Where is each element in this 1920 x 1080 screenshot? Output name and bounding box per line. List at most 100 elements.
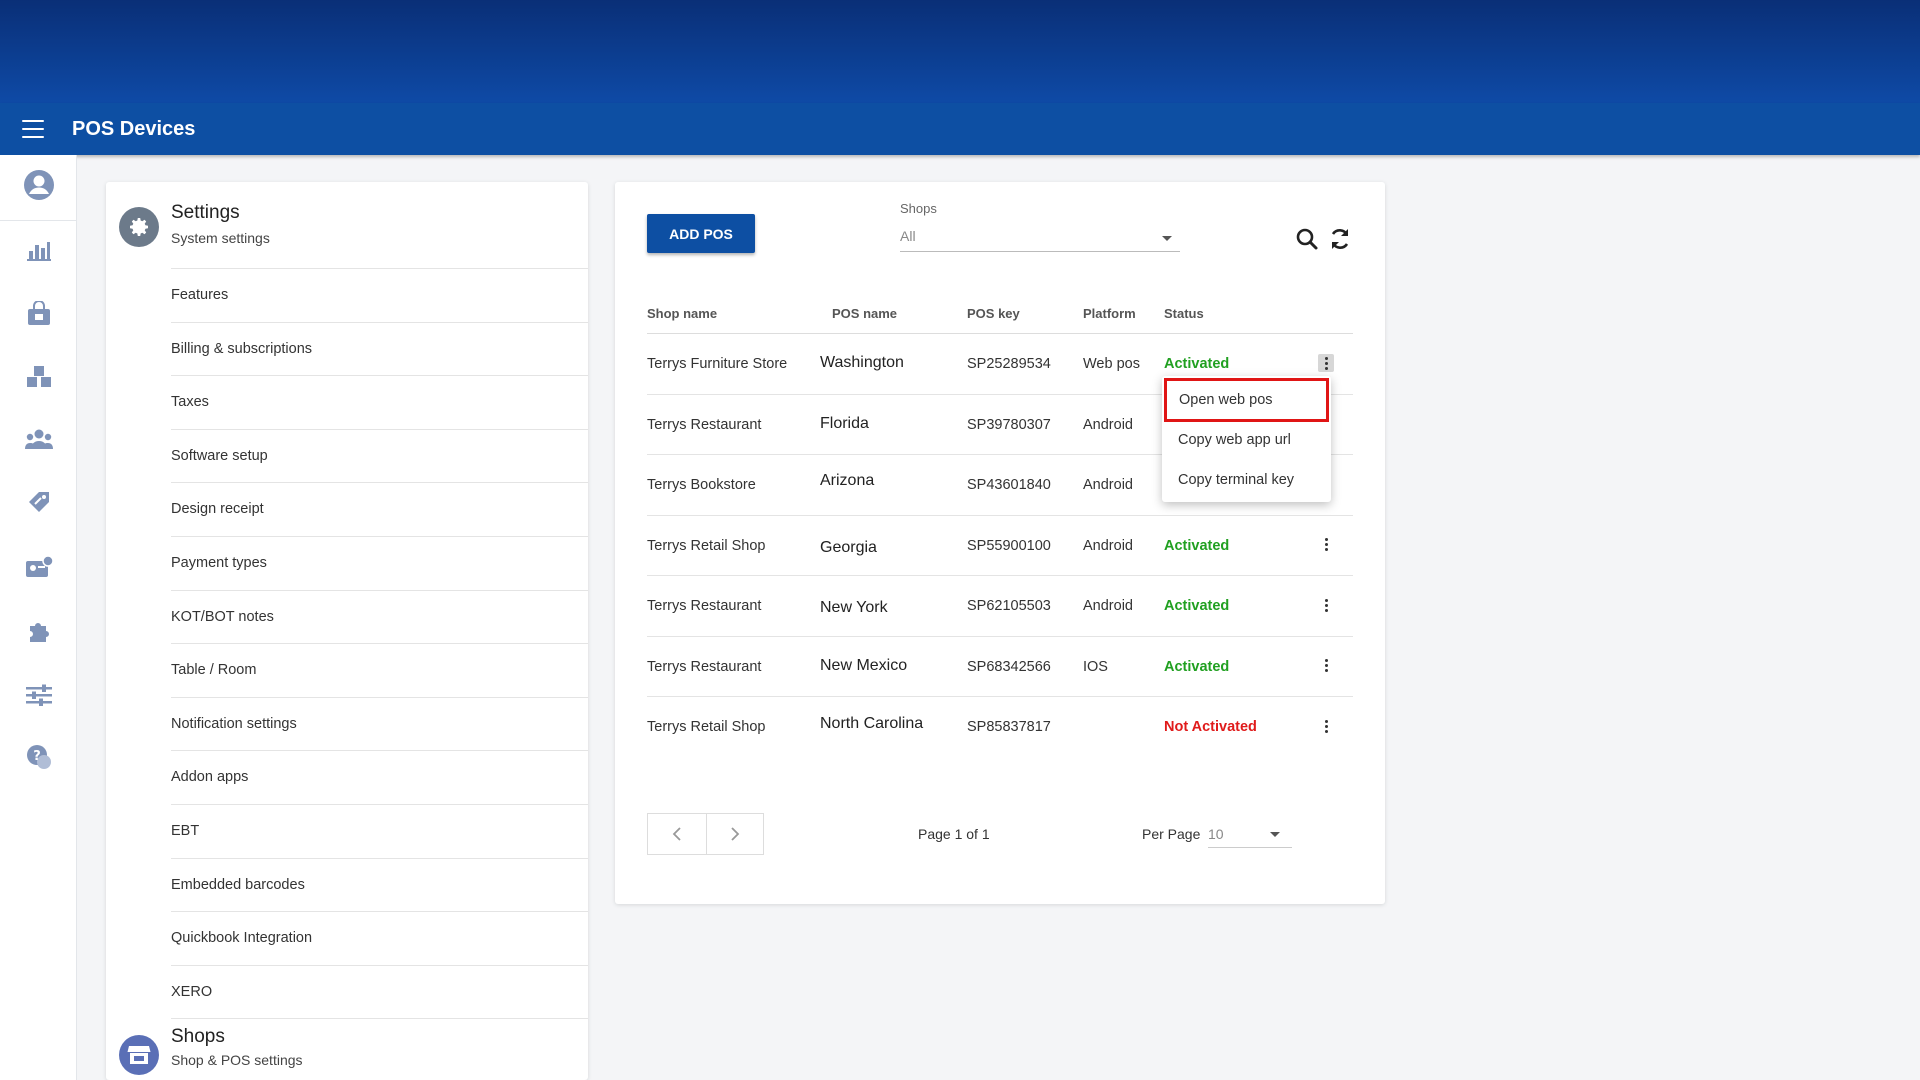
settings-subtitle: System settings xyxy=(171,230,270,246)
pagination-controls xyxy=(647,813,764,855)
more-options-icon[interactable] xyxy=(1316,653,1336,679)
cell-shop: Terrys Restaurant xyxy=(647,598,762,614)
menu-item-addon-apps[interactable]: Addon apps xyxy=(171,750,588,804)
menu-item-ebt[interactable]: EBT xyxy=(171,803,588,858)
settings-header[interactable]: Settings System settings xyxy=(106,182,588,268)
addons-icon[interactable] xyxy=(0,609,77,653)
more-options-icon[interactable] xyxy=(1316,532,1336,558)
table-row[interactable]: Terrys Restaurant New York SP62105503 An… xyxy=(647,576,1353,637)
per-page-select[interactable]: 10 xyxy=(1208,820,1292,848)
cell-pos: Georgia xyxy=(820,538,877,556)
chart-icon[interactable] xyxy=(0,228,77,272)
user-icon[interactable] xyxy=(0,163,77,207)
open-web-pos-item[interactable]: Open web pos xyxy=(1164,378,1329,422)
settings-menu: Features Billing & subscriptions Taxes S… xyxy=(171,268,588,1020)
customers-icon[interactable] xyxy=(0,417,77,461)
status-badge: Activated xyxy=(1164,598,1230,614)
col-pos-key[interactable]: POS key xyxy=(967,306,1020,321)
cell-platform: Android xyxy=(1083,537,1133,554)
menu-item-table-room[interactable]: Table / Room xyxy=(171,643,588,697)
cell-key: SP85837817 xyxy=(967,719,1051,735)
shops-filter-value: All xyxy=(900,228,916,244)
menu-item-billing[interactable]: Billing & subscriptions xyxy=(171,321,588,376)
more-options-icon[interactable] xyxy=(1316,592,1336,618)
table-row[interactable]: Terrys Retail Shop Georgia SP55900100 An… xyxy=(647,516,1353,576)
cell-shop: Terrys Retail Shop xyxy=(647,537,766,554)
refresh-icon[interactable] xyxy=(1327,226,1353,252)
settings-sliders-icon[interactable] xyxy=(0,673,77,717)
chevron-down-icon xyxy=(1270,832,1280,837)
svg-text:?: ? xyxy=(33,749,41,764)
cell-pos: North Carolina xyxy=(820,715,924,732)
cell-pos: Washington xyxy=(820,354,904,371)
cell-platform: Android xyxy=(1083,416,1133,433)
shops-subtitle: Shop & POS settings xyxy=(171,1052,303,1068)
table-row[interactable]: Terrys Bookstore Arizona SP43601840 Andr… xyxy=(647,455,1353,516)
menu-item-xero[interactable]: XERO xyxy=(171,964,588,1019)
row-actions-menu: Open web pos Copy web app url Copy termi… xyxy=(1162,376,1331,502)
copy-web-app-url-item[interactable]: Copy web app url xyxy=(1178,432,1291,448)
col-shop-name[interactable]: Shop name xyxy=(647,306,718,321)
menu-item-features[interactable]: Features xyxy=(171,268,588,322)
menu-item-notification-settings[interactable]: Notification settings xyxy=(171,696,588,751)
promotions-icon[interactable] xyxy=(0,480,77,524)
shops-filter-label: Shops xyxy=(900,201,937,216)
menu-item-quickbook[interactable]: Quickbook Integration xyxy=(171,911,588,965)
table-row[interactable]: Terrys Furniture Store Washington SP2528… xyxy=(647,334,1353,395)
cell-key: SP55900100 xyxy=(967,537,1051,554)
inventory-icon[interactable] xyxy=(0,355,77,399)
cell-key: SP25289534 xyxy=(967,356,1051,372)
status-badge: Activated xyxy=(1164,356,1230,372)
add-pos-button[interactable]: ADD POS xyxy=(647,214,755,253)
menu-item-payment-types[interactable]: Payment types xyxy=(171,535,588,590)
table-row[interactable]: Terrys Restaurant New Mexico SP68342566 … xyxy=(647,637,1353,697)
pos-table: Shop name POS name POS key Platform Stat… xyxy=(647,294,1353,758)
more-options-icon[interactable] xyxy=(1316,713,1336,739)
more-options-icon[interactable] xyxy=(1318,354,1334,372)
per-page-value: 10 xyxy=(1208,826,1224,842)
top-banner xyxy=(0,0,1920,103)
cell-shop: Terrys Furniture Store xyxy=(647,356,788,372)
cell-shop: Terrys Restaurant xyxy=(647,658,762,675)
menu-divider xyxy=(171,1018,588,1020)
search-icon[interactable] xyxy=(1294,226,1320,252)
cell-pos: New York xyxy=(820,599,888,616)
shops-title: Shops xyxy=(171,1026,225,1047)
menu-item-taxes[interactable]: Taxes xyxy=(171,375,588,429)
menu-item-kot-bot-notes[interactable]: KOT/BOT notes xyxy=(171,589,588,644)
cell-shop: Terrys Bookstore xyxy=(647,477,756,493)
cell-platform: Android xyxy=(1083,598,1133,614)
chevron-right-icon[interactable] xyxy=(705,814,764,854)
table-row[interactable]: Terrys Retail Shop North Carolina SP8583… xyxy=(647,697,1353,758)
store-bag-icon[interactable] xyxy=(0,292,77,336)
cell-shop: Terrys Restaurant xyxy=(647,416,762,433)
copy-terminal-key-item[interactable]: Copy terminal key xyxy=(1178,472,1295,488)
cell-key: SP68342566 xyxy=(967,658,1051,675)
cell-pos: Arizona xyxy=(820,472,875,489)
status-badge: Activated xyxy=(1164,658,1230,675)
cell-platform: IOS xyxy=(1083,658,1108,675)
cell-key: SP62105503 xyxy=(967,598,1051,614)
cell-platform: Android xyxy=(1083,477,1133,493)
chevron-left-icon[interactable] xyxy=(648,814,706,854)
menu-icon[interactable] xyxy=(22,120,44,138)
page-info: Page 1 of 1 xyxy=(918,826,990,842)
cell-key: SP39780307 xyxy=(967,416,1051,433)
col-platform[interactable]: Platform xyxy=(1083,306,1136,321)
employees-icon[interactable] xyxy=(0,545,77,589)
col-pos-name[interactable]: POS name xyxy=(832,306,898,321)
menu-item-embedded-barcodes[interactable]: Embedded barcodes xyxy=(171,857,588,912)
status-badge: Activated xyxy=(1164,537,1230,554)
cell-pos: Florida xyxy=(820,414,869,432)
table-header: Shop name POS name POS key Platform Stat… xyxy=(647,294,1353,334)
settings-panel: Settings System settings Features Billin… xyxy=(106,182,588,1080)
menu-item-design-receipt[interactable]: Design receipt xyxy=(171,482,588,536)
shops-filter-select[interactable]: All xyxy=(900,224,1180,252)
icon-rail: ? xyxy=(0,155,77,1080)
cell-key: SP43601840 xyxy=(967,477,1051,493)
table-row[interactable]: Terrys Restaurant Florida SP39780307 And… xyxy=(647,395,1353,455)
menu-item-software-setup[interactable]: Software setup xyxy=(171,428,588,483)
col-status[interactable]: Status xyxy=(1164,306,1204,321)
help-icon[interactable]: ? xyxy=(0,735,77,779)
shops-header[interactable]: Shops Shop & POS settings xyxy=(106,1012,588,1080)
